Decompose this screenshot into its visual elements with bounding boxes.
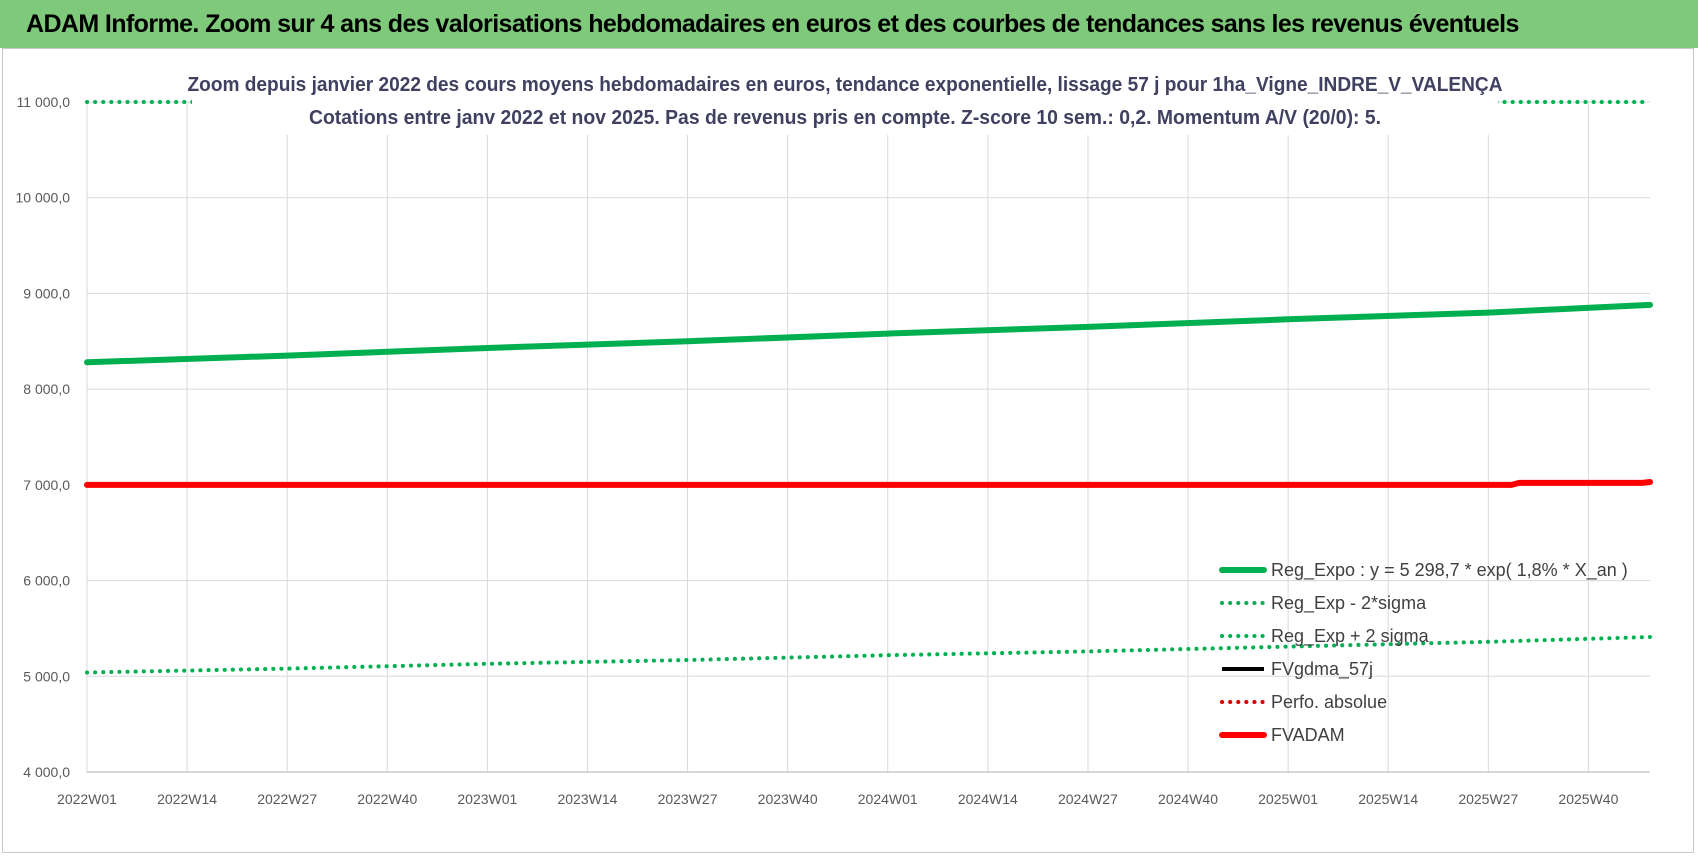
y-tick-label: 5 000,0 bbox=[23, 668, 70, 684]
y-tick-label: 8 000,0 bbox=[23, 381, 70, 397]
legend-label-3: FVgdma_57j bbox=[1271, 659, 1373, 680]
x-tick-label: 2024W14 bbox=[958, 791, 1018, 807]
y-tick-label: 4 000,0 bbox=[23, 764, 70, 780]
chart-titles: Zoom depuis janvier 2022 des cours moyen… bbox=[188, 66, 1503, 135]
y-axis-tick-labels: 4 000,0 5 000,0 6 000,0 7 000,0 8 000,0 9 000… bbox=[16, 94, 71, 780]
x-tick-label: 2024W01 bbox=[858, 791, 918, 807]
series-line-1 bbox=[85, 635, 1652, 675]
series-line-5 bbox=[84, 479, 1653, 488]
legend-label-4: Perfo. absolue bbox=[1271, 692, 1387, 712]
y-tick-label: 9 000,0 bbox=[23, 285, 70, 301]
y-tick-label: 10 000,0 bbox=[16, 190, 71, 206]
report-header-banner: ADAM Informe. Zoom sur 4 ans des valoris… bbox=[0, 0, 1698, 48]
series-lines bbox=[84, 100, 1653, 675]
y-tick-label: 6 000,0 bbox=[23, 573, 70, 589]
legend-label-5: FVADAM bbox=[1271, 725, 1345, 745]
x-tick-label: 2022W27 bbox=[257, 791, 317, 807]
chart-title: Zoom depuis janvier 2022 des cours moyen… bbox=[188, 74, 1503, 96]
x-tick-label: 2024W27 bbox=[1058, 791, 1118, 807]
title-background bbox=[192, 66, 1498, 135]
x-tick-label: 2024W40 bbox=[1158, 791, 1218, 807]
x-tick-label: 2023W01 bbox=[457, 791, 517, 807]
y-tick-label: 11 000,0 bbox=[17, 94, 71, 110]
x-tick-label: 2023W40 bbox=[758, 791, 818, 807]
legend-label-1: Reg_Exp - 2*sigma bbox=[1271, 593, 1427, 614]
x-tick-label: 2025W27 bbox=[1458, 791, 1518, 807]
x-tick-label: 2023W27 bbox=[658, 791, 718, 807]
y-tick-label: 7 000,0 bbox=[23, 477, 70, 493]
x-tick-label: 2023W14 bbox=[557, 791, 617, 807]
chart-frame bbox=[2, 48, 1694, 853]
x-tick-label: 2025W01 bbox=[1258, 791, 1318, 807]
chart-subtitle: Cotations entre janv 2022 et nov 2025. P… bbox=[309, 107, 1381, 129]
x-tick-label: 2022W01 bbox=[57, 791, 117, 807]
gridlines bbox=[86, 101, 1650, 773]
x-tick-label: 2025W14 bbox=[1358, 791, 1418, 807]
legend: Reg_Expo : y = 5 298,7 * exp( 1,8% * X_a… bbox=[1219, 560, 1628, 745]
x-tick-label: 2022W14 bbox=[157, 791, 217, 807]
x-axis-tick-labels: 2022W01 2022W14 2022W27 2022W40 2023W01 2023W… bbox=[57, 791, 1619, 807]
series-line-0 bbox=[84, 301, 1653, 366]
x-tick-label: 2022W40 bbox=[357, 791, 417, 807]
legend-label-0: Reg_Expo : y = 5 298,7 * exp( 1,8% * X_a… bbox=[1271, 560, 1628, 581]
x-tick-label: 2025W40 bbox=[1558, 791, 1618, 807]
legend-label-2: Reg_Exp + 2 sigma bbox=[1271, 626, 1430, 647]
report-title: ADAM Informe. Zoom sur 4 ans des valoris… bbox=[26, 9, 1519, 38]
